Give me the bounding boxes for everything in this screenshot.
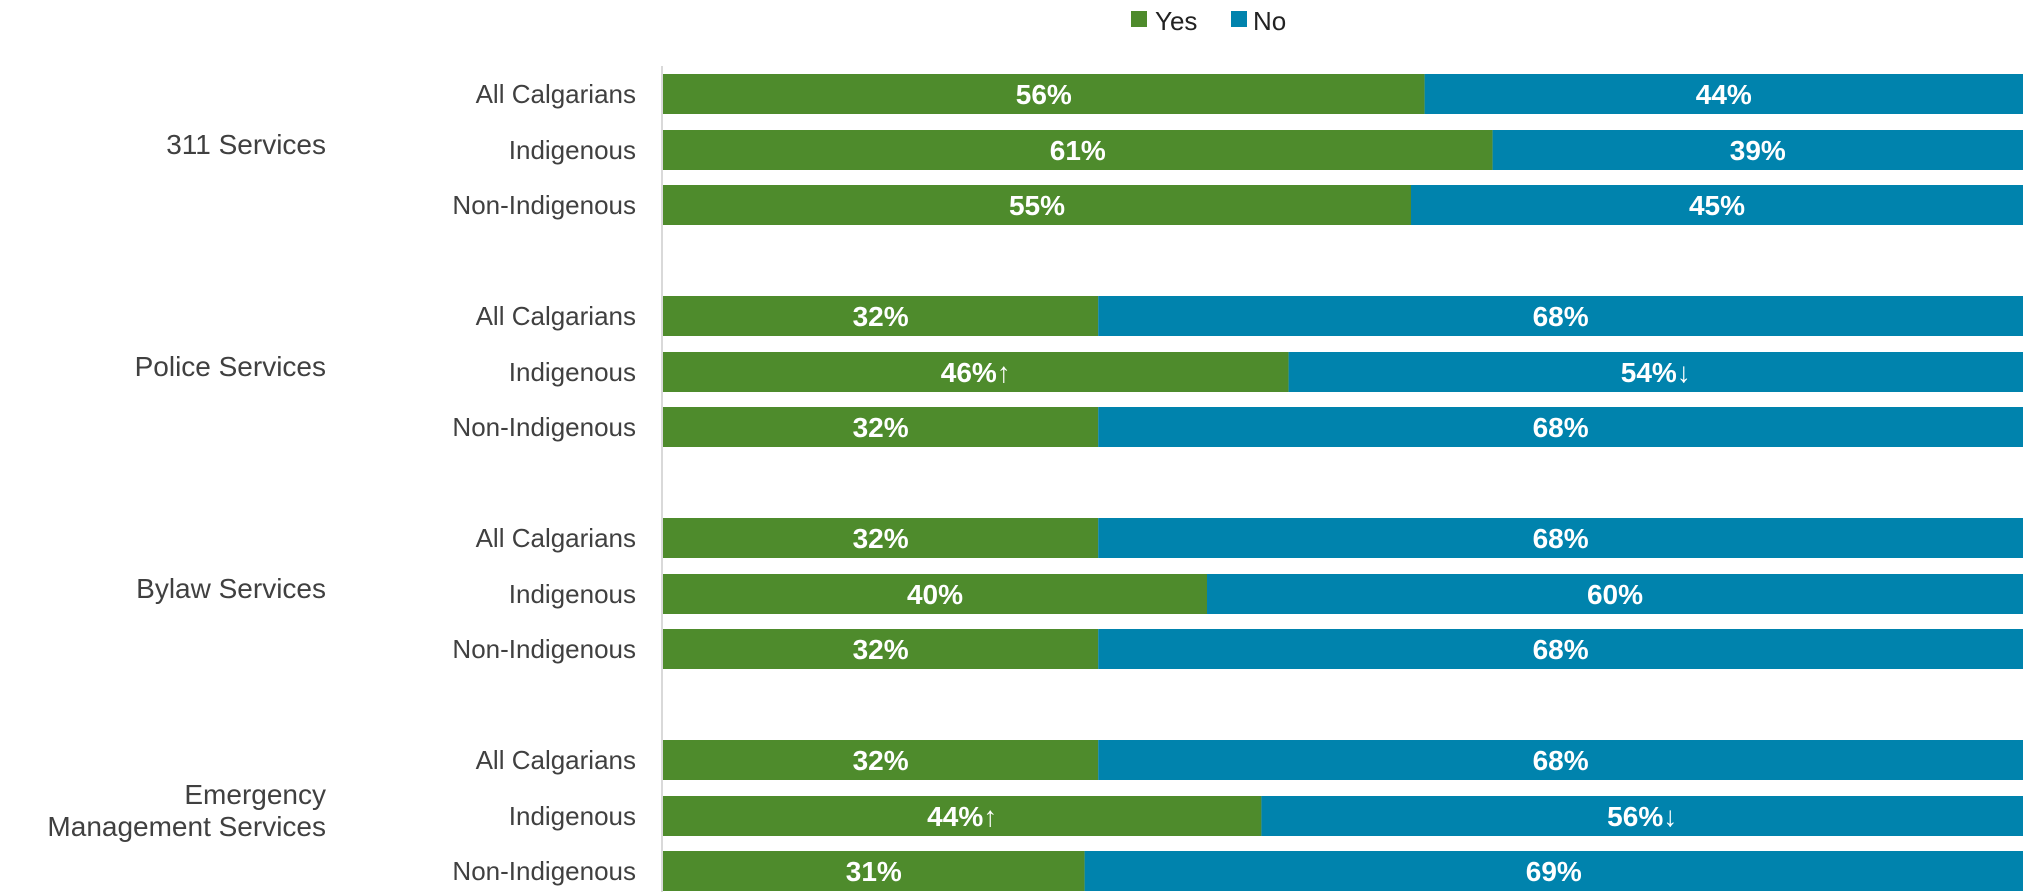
bar-yes [663,407,1099,447]
legend-swatch-no [1231,11,1247,27]
bar-yes [663,352,1289,392]
bar-no [1098,740,2023,780]
bar-row: Indigenous 40% 60% [509,574,2023,614]
bar-yes [663,130,1493,170]
group-label-line: 311 Services [166,129,326,160]
row-label: All Calgarians [476,745,636,775]
data-label-no: 68% [1533,412,1589,443]
bar-yes [663,74,1425,114]
bar-yes [663,796,1262,836]
data-label-yes: 32% [853,412,909,443]
group-label-line: Emergency [184,779,326,810]
data-label-no: 68% [1533,634,1589,665]
bar-no [1288,352,2023,392]
bar-row: All Calgarians 32% 68% [476,740,2023,780]
legend-swatch-yes [1131,11,1147,27]
bar-no [1098,296,2023,336]
bar-yes [663,518,1099,558]
group-label: Bylaw Services [136,573,326,604]
data-label-yes: 61% [1050,135,1106,166]
bar-row: All Calgarians 56% 44% [476,74,2023,114]
bar-yes [663,185,1411,225]
data-label-yes: 56% [1016,79,1072,110]
bar-row: Non-Indigenous 32% 68% [452,407,2023,447]
bar-row: Indigenous 61% 39% [509,130,2023,170]
bar-row: All Calgarians 32% 68% [476,518,2023,558]
data-label-yes: 32% [853,301,909,332]
data-label-no: 45% [1689,190,1745,221]
bar-row: Non-Indigenous 31% 69% [452,851,2023,891]
bar-yes [663,740,1099,780]
bar-no [1098,407,2023,447]
data-label-no: 68% [1533,301,1589,332]
data-label-yes: 32% [853,634,909,665]
bar-no [1424,74,2023,114]
legend: Yes No [1131,6,1286,36]
group-label-line: Management Services [47,811,326,842]
data-label-no: 60% [1587,579,1643,610]
group-label: Police Services [135,351,326,382]
data-label-yes: 32% [853,523,909,554]
row-label: All Calgarians [476,523,636,553]
row-label: Indigenous [509,135,636,165]
group-label-line: Bylaw Services [136,573,326,604]
group-label: Emergency Management Services [47,779,326,842]
row-label: Indigenous [509,801,636,831]
bar-row: Non-Indigenous 32% 68% [452,629,2023,669]
group-labels: 311 Services Police Services Bylaw Service… [47,129,326,842]
bar-row: All Calgarians 32% 68% [476,296,2023,336]
group-label: 311 Services [166,129,326,160]
bar-no [1098,629,2023,669]
bar-no [1098,518,2023,558]
row-label: Indigenous [509,579,636,609]
bar-row: Indigenous 44%↑ 56%↓ [509,796,2023,836]
data-label-yes: 40% [907,579,963,610]
data-label-yes: 31% [846,856,902,887]
bar-yes [663,574,1207,614]
bar-yes [663,851,1085,891]
bar-no [1084,851,2023,891]
row-label: Non-Indigenous [452,412,636,442]
bar-no [1492,130,2023,170]
legend-label-yes: Yes [1155,6,1197,36]
row-label: Non-Indigenous [452,190,636,220]
data-label-no: 39% [1730,135,1786,166]
bar-no [1207,574,2023,614]
row-label: All Calgarians [476,79,636,109]
data-label-no: 54%↓ [1621,357,1691,388]
bar-yes [663,629,1099,669]
bar-rows: All Calgarians 56% 44% Indigenous 61% 39% Non-… [452,74,2023,891]
row-label: Non-Indigenous [452,634,636,664]
row-label: All Calgarians [476,301,636,331]
data-label-yes: 46%↑ [941,357,1011,388]
bar-row: Non-Indigenous 55% 45% [452,185,2023,225]
bar-no [1411,185,2023,225]
row-label: Indigenous [509,357,636,387]
data-label-no: 56%↓ [1607,801,1677,832]
data-label-no: 69% [1526,856,1582,887]
data-label-no: 68% [1533,745,1589,776]
row-label: Non-Indigenous [452,856,636,886]
bar-no [1261,796,2023,836]
group-label-line: Police Services [135,351,326,382]
data-label-yes: 55% [1009,190,1065,221]
data-label-yes: 32% [853,745,909,776]
data-label-yes: 44%↑ [927,801,997,832]
data-label-no: 68% [1533,523,1589,554]
legend-label-no: No [1253,6,1286,36]
bar-row: Indigenous 46%↑ 54%↓ [509,352,2023,392]
data-label-no: 44% [1696,79,1752,110]
bar-yes [663,296,1099,336]
